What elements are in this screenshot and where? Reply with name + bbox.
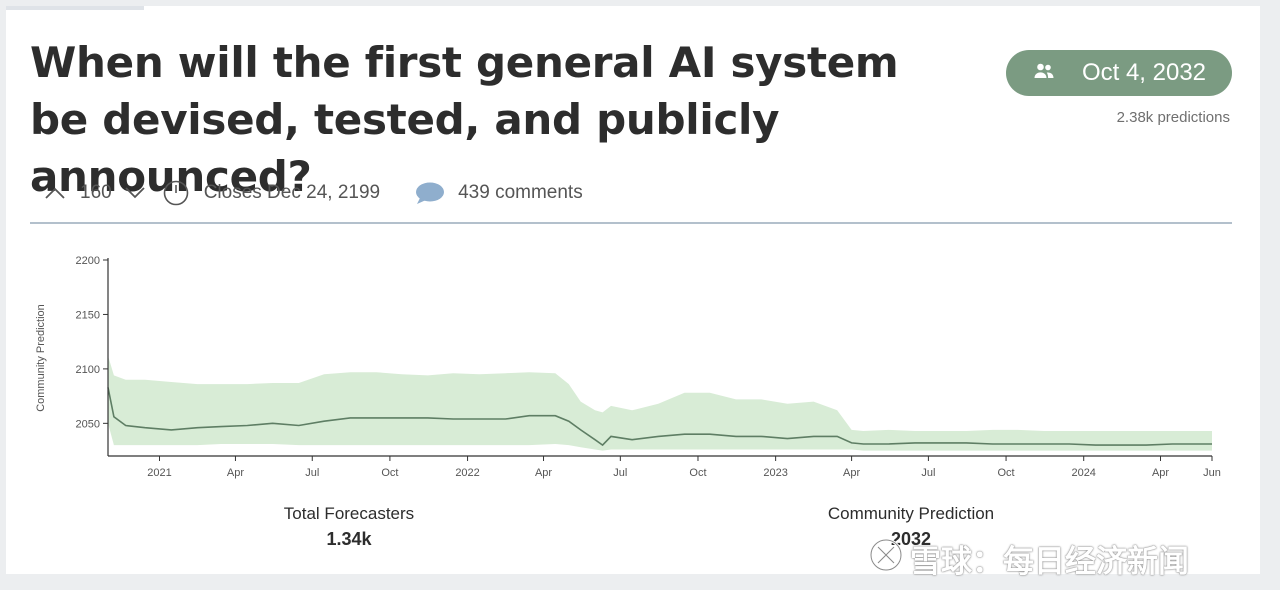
predictions-count: 2.38k predictions	[1116, 109, 1230, 126]
x-tick-label: Oct	[381, 467, 398, 479]
y-tick-label: 2200	[76, 255, 100, 267]
prediction-median-line	[107, 387, 1212, 447]
y-axis-label: Community Prediction	[35, 304, 47, 412]
x-tick-label: Jul	[613, 467, 627, 479]
downvote-icon[interactable]	[124, 186, 146, 200]
x-tick-label: Jul	[305, 467, 319, 479]
prediction-date: Oct 4, 2032	[1081, 59, 1207, 86]
y-tick-label: 2150	[76, 309, 100, 321]
community-prediction-pill[interactable]: Oct 4, 2032	[1006, 50, 1232, 96]
prediction-range-band	[108, 355, 1212, 451]
close-date: Closes Dec 24, 2199	[203, 182, 381, 203]
x-tick-label: Oct	[997, 467, 1014, 479]
tab-indicator	[6, 6, 144, 10]
comments-link[interactable]: 439 comments	[458, 182, 583, 203]
vote-count: 160	[80, 182, 112, 203]
y-tick-label: 2100	[76, 364, 100, 376]
question-card: When will the first general AI system be…	[6, 6, 1260, 579]
y-tick-label: 2050	[76, 418, 100, 430]
total-forecasters-value: 1.34k	[326, 529, 372, 549]
snowball-logo-icon	[868, 537, 904, 581]
x-tick-label: Jun	[1203, 467, 1221, 479]
watermark-text: 雪球：每日经济新闻	[910, 544, 1189, 579]
clock-icon	[162, 179, 190, 207]
x-tick-label: 2022	[455, 467, 479, 479]
comment-icon[interactable]	[414, 181, 446, 205]
x-tick-label: 2024	[1071, 467, 1095, 479]
total-forecasters-label: Total Forecasters	[283, 504, 415, 523]
divider	[30, 222, 1232, 224]
users-icon	[1032, 59, 1056, 88]
x-tick-label: Oct	[689, 467, 706, 479]
community-prediction-label: Community Prediction	[827, 504, 995, 523]
x-tick-label: 2021	[147, 467, 171, 479]
prediction-history-chart: Community Prediction 2200 2150 2100 2050 202…	[35, 255, 1221, 479]
x-tick-label: Apr	[227, 467, 244, 479]
question-meta-row: 160 Closes Dec 24, 2199 439 comments	[44, 178, 583, 208]
x-tick-label: Apr	[535, 467, 552, 479]
question-title: When will the first general AI system be…	[30, 38, 899, 201]
watermark: 雪球：每日经济新闻	[868, 536, 1189, 581]
x-tick-label: Apr	[843, 467, 860, 479]
community-prediction-value: 2032	[890, 529, 932, 549]
x-tick-label: Jul	[921, 467, 935, 479]
upvote-icon[interactable]	[44, 186, 66, 200]
x-tick-label: Apr	[1152, 467, 1169, 479]
x-tick-label: 2023	[763, 467, 787, 479]
